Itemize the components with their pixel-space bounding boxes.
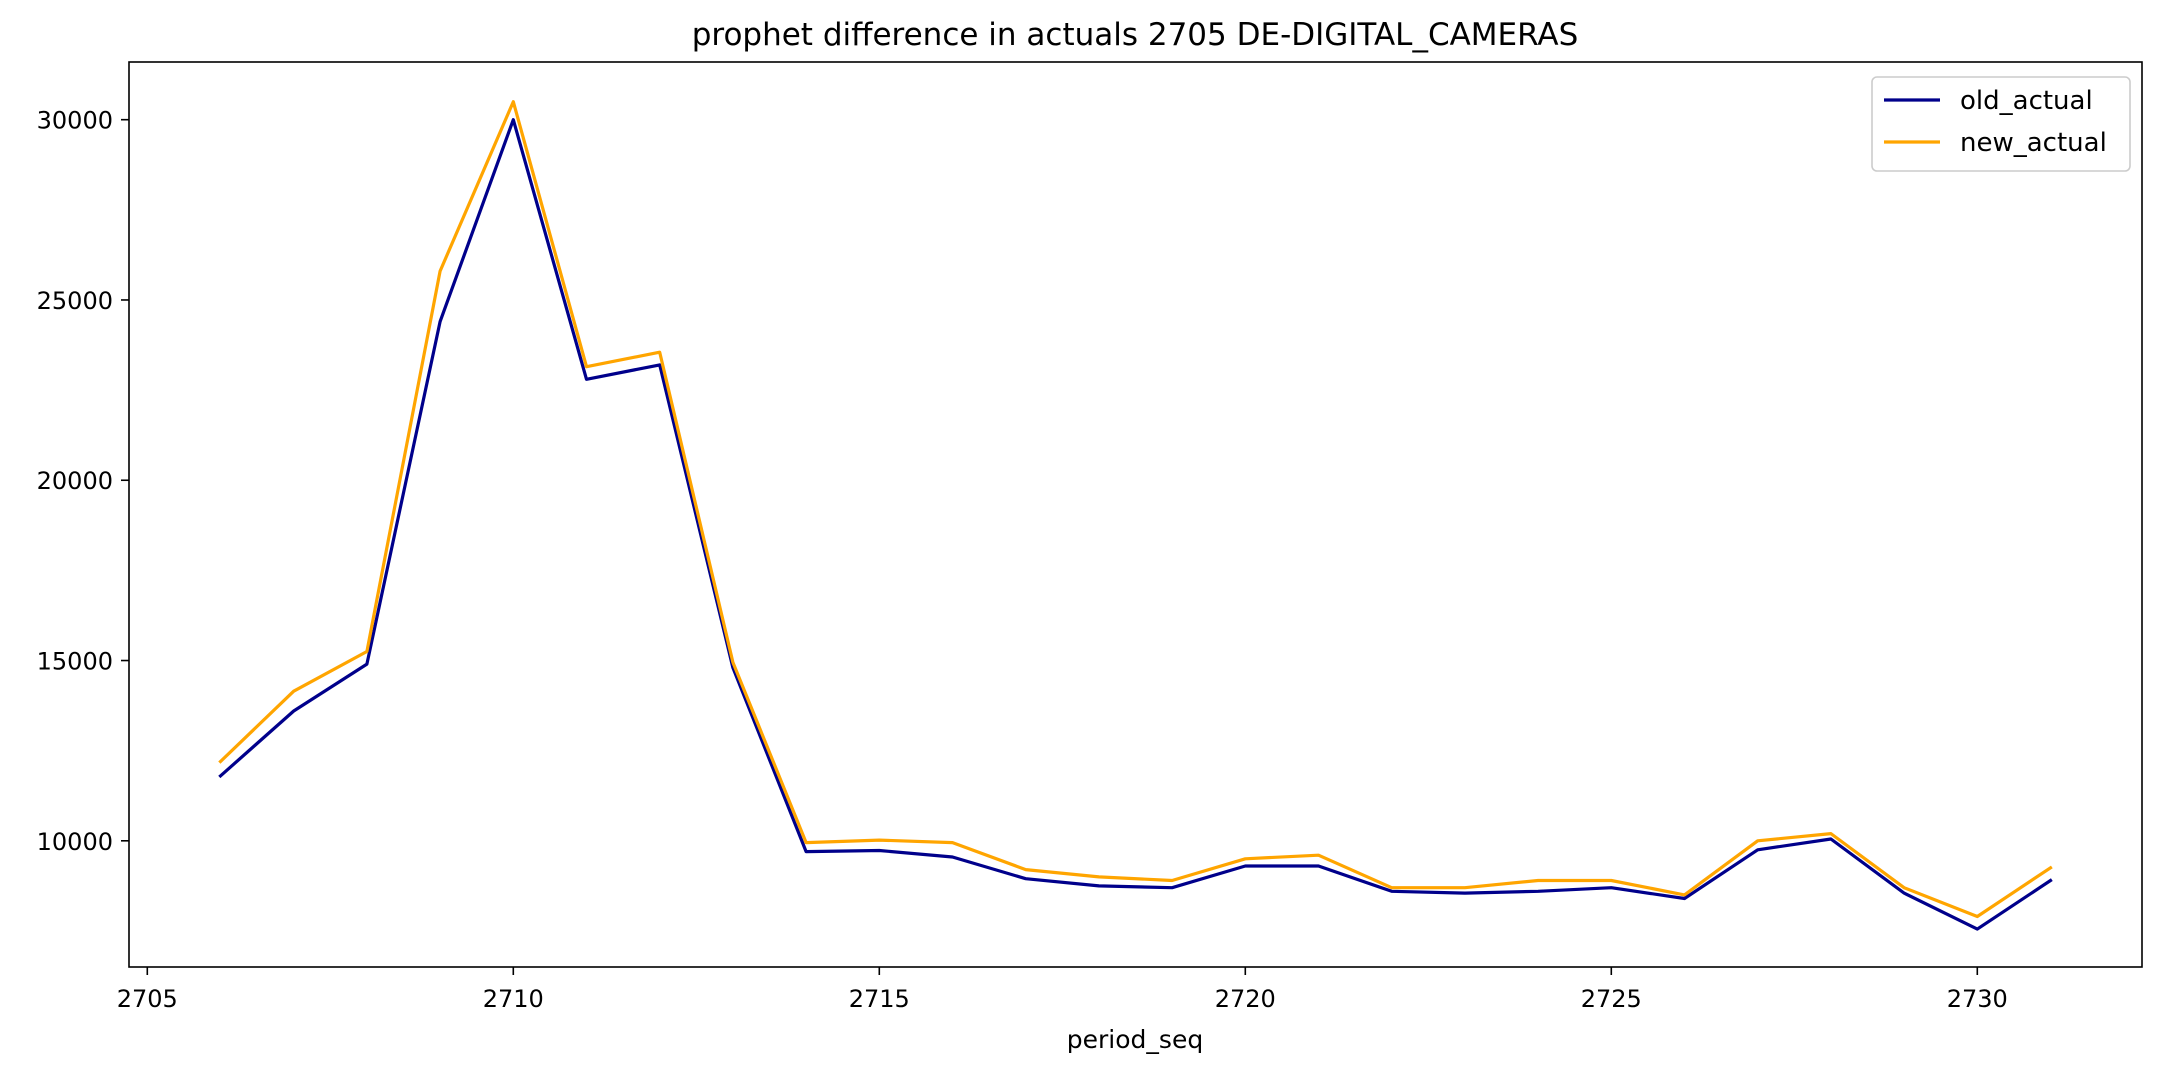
x-tick-label: 2715 — [849, 985, 910, 1013]
plot-area: 2705 2710 2715 2720 2725 2730 10000 15000 20000 2… — [37, 61, 2143, 1013]
y-tick-label: 15000 — [37, 648, 113, 676]
x-tick-label: 2705 — [117, 985, 178, 1013]
chart-title: prophet difference in actuals 2705 DE-DI… — [692, 17, 1579, 53]
legend-label-old_actual: old_actual — [1960, 86, 2093, 116]
x-tick-label: 2720 — [1215, 985, 1276, 1013]
x-tick-label: 2725 — [1581, 985, 1642, 1013]
series-line-old_actual — [218, 118, 2053, 931]
series-line-new_actual — [218, 100, 2053, 919]
x-tick-label: 2730 — [1947, 985, 2008, 1013]
legend-label-new_actual: new_actual — [1960, 128, 2107, 158]
y-tick-label: 20000 — [37, 467, 113, 495]
plot-frame — [128, 61, 2143, 968]
y-tick-label: 30000 — [37, 107, 113, 135]
x-tick-label: 2710 — [483, 985, 544, 1013]
y-tick-label: 10000 — [37, 828, 113, 856]
x-axis-title: period_seq — [1067, 1025, 1203, 1054]
y-tick-label: 25000 — [37, 287, 113, 315]
legend: old_actual new_actual — [1871, 76, 2131, 172]
